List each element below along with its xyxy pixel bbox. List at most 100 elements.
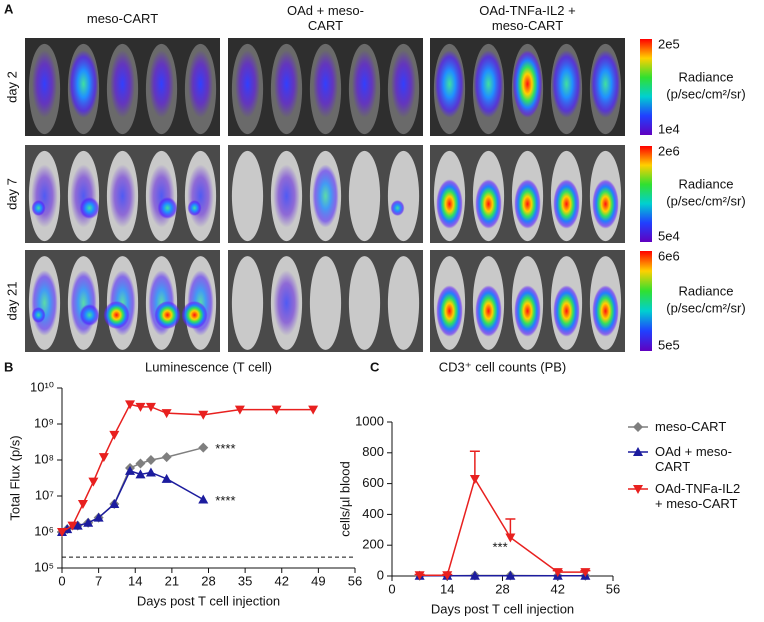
signal [312,164,339,228]
signal [475,179,502,229]
data-point [161,409,172,419]
y-tick-label: 10⁹ [34,415,54,430]
signal [553,179,580,229]
x-tick-label: 42 [551,581,565,596]
signal [553,285,580,337]
row-label: day 7 [4,178,19,210]
data-point [442,571,453,581]
data-point [505,533,516,543]
mouse [348,256,381,350]
scale-unit: (p/sec/cm²/sr) [666,86,745,101]
data-point [67,521,78,531]
y-tick-label: 200 [362,537,384,552]
row-label: day 2 [4,71,19,103]
color-scale [640,251,652,351]
data-point [145,455,156,465]
signal [70,270,97,336]
data-point [72,520,83,530]
x-tick-label: 0 [388,581,395,596]
signal [110,50,135,118]
x-tick-label: 14 [440,581,454,596]
data-point [271,405,282,415]
y-tick-label: 10⁵ [34,559,54,574]
panel-label: B [4,359,13,374]
legend-label: OAd + meso-CART [655,444,732,474]
signal [390,200,405,216]
data-point [83,517,94,527]
data-point [125,400,136,410]
y-axis-label: cells/µl blood [337,461,352,536]
signal [109,164,136,228]
x-tick-label: 35 [238,573,252,588]
x-axis-label: Days post T cell injection [431,601,574,616]
x-tick-label: 49 [311,573,325,588]
data-point [98,453,109,463]
group-title: OAd + meso-CART [287,3,364,33]
scale-max: 2e6 [658,143,680,158]
data-point [88,477,99,487]
data-point [469,474,480,484]
data-point [198,410,209,420]
signal [31,307,46,323]
series-line [61,446,204,533]
x-tick-label: 14 [128,573,142,588]
mouse [231,150,264,242]
signal [436,179,463,229]
signal [434,50,465,118]
group-title: OAd-TNFa-IL2 + meso-CART [479,3,576,33]
data-point [93,512,104,522]
group-title: meso-CART [86,11,159,26]
data-point [109,498,120,508]
signal [551,50,582,118]
signal [79,197,100,219]
x-tick-label: 56 [348,573,362,588]
data-point [135,458,146,469]
x-tick-label: 28 [495,581,509,596]
signal [273,164,300,228]
data-point [57,528,67,537]
y-tick-label: 0 [377,567,384,582]
data-point [125,465,136,475]
series-line [61,403,314,533]
x-tick-label: 42 [275,573,289,588]
signal [31,164,58,228]
signal [590,50,621,118]
data-point [469,570,480,580]
data-point [135,402,146,412]
data-point [161,452,172,463]
panel-label: A [4,1,14,16]
error-bar [469,450,480,479]
mouse [348,150,381,242]
y-tick-label: 10⁶ [34,523,54,538]
chart-title: CD3⁺ cell counts (PB) [439,359,567,374]
x-tick-label: 28 [201,573,215,588]
signal [79,304,100,326]
signal [514,179,541,229]
signal [157,197,178,219]
signal [181,301,208,329]
y-tick-label: 10⁷ [35,487,54,502]
scale-title: Radiance [679,69,734,84]
data-point [552,568,563,578]
signal [32,50,57,118]
data-point [145,402,156,412]
mouse [231,256,264,350]
signal [31,200,46,216]
x-tick-label: 7 [95,573,102,588]
color-scale [640,146,652,242]
y-tick-label: 600 [362,475,384,490]
signal [235,50,260,118]
scale-min: 5e5 [658,337,680,352]
data-point [505,570,516,580]
signal [592,179,619,229]
panel-label: C [370,359,380,374]
signal [391,50,416,118]
data-point [198,442,209,453]
signal [514,285,541,337]
scale-title: Radiance [679,283,734,298]
significance-label: **** [215,493,235,508]
data-point [308,405,319,415]
mouse [309,256,342,350]
scale-unit: (p/sec/cm²/sr) [666,193,745,208]
